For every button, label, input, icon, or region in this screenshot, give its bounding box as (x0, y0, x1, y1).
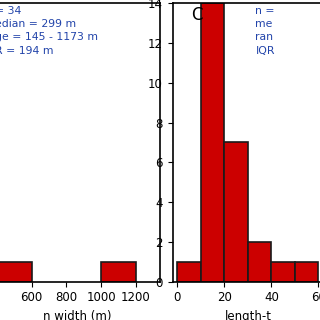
Text: n =
me
ran
IQR: n = me ran IQR (255, 6, 275, 56)
Bar (224, 142, 248, 282)
Bar (0, 262, 32, 282)
X-axis label: length-t: length-t (224, 310, 271, 320)
Bar (295, 262, 318, 282)
Text: C: C (191, 6, 202, 24)
Bar (101, 262, 136, 282)
Bar (177, 262, 201, 282)
Bar (271, 262, 295, 282)
Bar (248, 242, 271, 282)
X-axis label: n width (m): n width (m) (43, 310, 111, 320)
Bar (201, 3, 224, 282)
Text: = 34
edian = 299 m
ge = 145 - 1173 m
R = 194 m: = 34 edian = 299 m ge = 145 - 1173 m R =… (0, 6, 98, 56)
